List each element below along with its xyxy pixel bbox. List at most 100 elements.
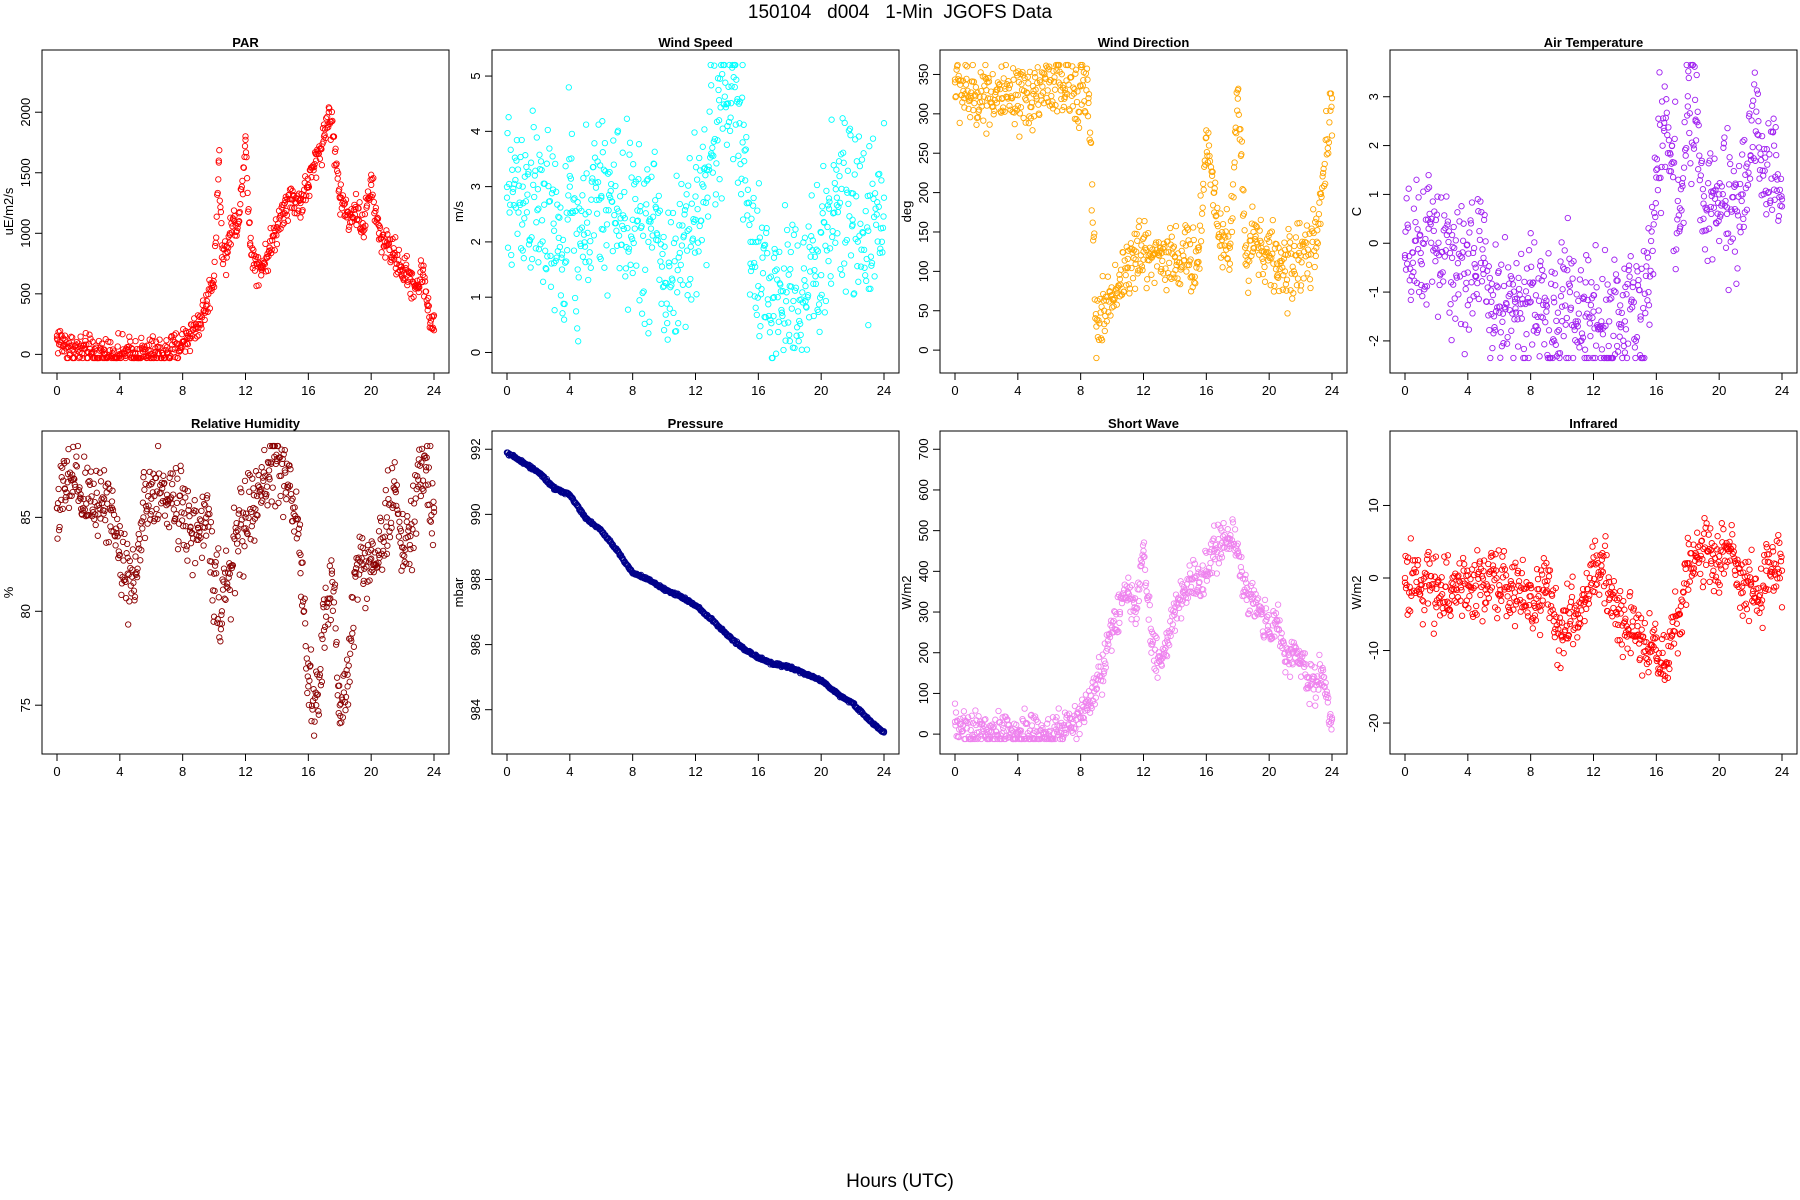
data-point — [380, 231, 387, 238]
data-point — [868, 259, 876, 267]
data-point — [163, 349, 171, 356]
data-point — [216, 147, 223, 154]
data-point — [119, 331, 126, 338]
data-point — [838, 271, 846, 278]
data-point — [585, 276, 592, 284]
data-point — [253, 260, 260, 267]
data-point — [1770, 115, 1777, 122]
data-point — [876, 249, 883, 257]
data-point — [1581, 346, 1589, 353]
data-point — [1605, 342, 1612, 350]
data-point — [1270, 288, 1278, 295]
data-point — [141, 534, 149, 542]
data-point — [836, 172, 843, 180]
data-point — [1429, 198, 1436, 205]
data-point — [350, 643, 358, 650]
data-point — [1085, 91, 1093, 98]
data-point — [846, 125, 854, 132]
data-point — [1755, 144, 1763, 151]
data-point — [620, 225, 627, 233]
data-point — [756, 332, 763, 340]
data-point — [1029, 127, 1036, 134]
data-point — [348, 218, 355, 225]
data-point — [966, 96, 973, 103]
data-point — [626, 139, 634, 146]
data-point — [1738, 197, 1745, 205]
data-point — [846, 213, 853, 220]
data-point — [777, 288, 784, 295]
data-point — [522, 152, 529, 159]
data-point — [676, 249, 683, 257]
data-point — [723, 100, 731, 107]
data-point — [138, 334, 145, 342]
data-point — [215, 176, 222, 183]
data-point — [307, 646, 315, 653]
data-point — [642, 266, 649, 273]
data-point — [982, 61, 989, 69]
data-point — [342, 706, 349, 714]
data-point — [782, 298, 790, 305]
y-tick-label: 600 — [916, 479, 931, 501]
data-point — [1563, 314, 1570, 322]
data-point — [967, 114, 974, 121]
data-point — [87, 468, 95, 475]
data-point — [1672, 98, 1679, 105]
data-point — [1451, 244, 1458, 252]
data-point — [336, 193, 343, 201]
data-point — [1612, 288, 1619, 296]
data-point — [1448, 231, 1456, 239]
data-point — [727, 100, 735, 107]
data-point — [297, 570, 304, 577]
data-point — [682, 323, 689, 331]
data-point — [1134, 237, 1141, 244]
data-point — [508, 261, 515, 268]
data-point — [317, 682, 325, 689]
data-point — [100, 350, 108, 357]
data-point — [412, 495, 419, 502]
data-point — [241, 477, 249, 485]
y-axis-label: m/s — [451, 201, 466, 222]
x-tick-label: 16 — [751, 764, 765, 779]
data-point — [230, 504, 238, 511]
data-point — [192, 559, 199, 567]
data-point — [1566, 288, 1574, 296]
data-point — [813, 181, 821, 189]
data-point — [688, 296, 695, 303]
data-point — [639, 289, 646, 297]
data-point — [972, 707, 979, 714]
data-point — [196, 313, 203, 320]
data-point — [676, 222, 683, 229]
data-point — [1454, 209, 1461, 216]
data-point — [1536, 353, 1543, 360]
data-points — [503, 61, 888, 362]
data-point — [696, 154, 703, 162]
data-point — [399, 551, 406, 559]
data-point — [215, 545, 222, 552]
data-point — [1726, 154, 1733, 161]
data-point — [1073, 98, 1081, 106]
data-point — [637, 203, 644, 210]
data-point — [260, 477, 267, 485]
y-tick-label: 1500 — [18, 158, 33, 187]
data-point — [321, 126, 329, 133]
data-point — [209, 597, 216, 604]
data-point — [763, 225, 770, 232]
data-point — [1748, 117, 1755, 124]
data-point — [760, 245, 767, 252]
data-point — [704, 213, 712, 220]
data-point — [96, 347, 104, 354]
data-point — [997, 109, 1005, 116]
data-point — [244, 208, 252, 215]
panel-title: Air Temperature — [1544, 35, 1643, 50]
data-point — [588, 178, 595, 185]
data-point — [280, 513, 287, 521]
data-point — [264, 267, 272, 274]
data-point — [616, 193, 624, 200]
data-point — [1633, 263, 1640, 270]
data-point — [571, 195, 578, 202]
data-point — [600, 166, 608, 173]
data-point — [242, 149, 250, 156]
data-point — [55, 485, 62, 493]
data-point — [343, 656, 351, 663]
data-point — [267, 224, 274, 232]
